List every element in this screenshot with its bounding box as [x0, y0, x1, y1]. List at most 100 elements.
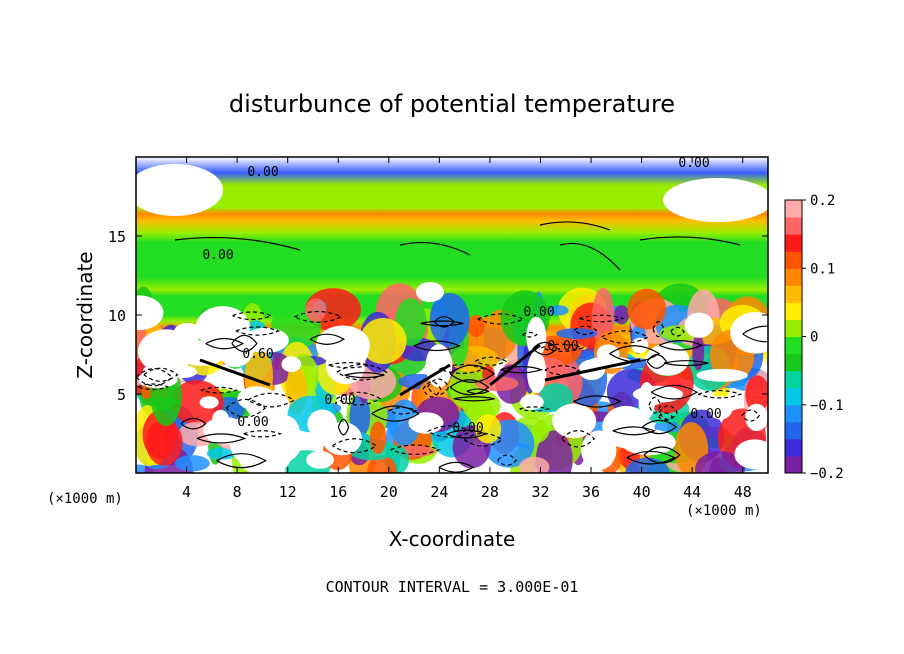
colorbar-segment	[785, 302, 802, 320]
field-neutral-patch	[552, 403, 597, 439]
contour-label: 0.00	[452, 421, 483, 436]
contour-line	[137, 383, 170, 391]
field-blob	[305, 298, 327, 322]
contour-line	[427, 425, 473, 438]
field-blob	[538, 383, 573, 412]
field-neutral-patch	[696, 368, 748, 382]
contour-line	[235, 326, 281, 336]
x-tick-label: 36	[582, 483, 600, 501]
contour-line	[390, 444, 441, 455]
contour-line	[532, 341, 558, 356]
contour-line	[477, 313, 525, 325]
x-tick-label: 32	[531, 483, 549, 501]
contour-label: 0.00	[247, 165, 278, 180]
contour-line	[466, 388, 490, 395]
field-neutral-patch	[325, 346, 366, 385]
field-neutral-patch	[203, 416, 246, 445]
field-blob	[175, 455, 210, 472]
contour-line	[427, 378, 450, 396]
contour-line	[641, 419, 678, 435]
contour-line	[422, 381, 442, 398]
contour-line	[196, 433, 247, 444]
colorbar-segment	[785, 438, 802, 457]
field-neutral-patch	[199, 396, 219, 409]
colorbar-segment	[785, 353, 802, 372]
x-tick-label: 20	[380, 483, 398, 501]
colorbar-segment	[785, 200, 802, 218]
contour-line	[332, 438, 378, 454]
field-blob	[518, 456, 550, 473]
contour-line	[294, 310, 343, 323]
contour-lines	[136, 221, 768, 473]
field-neutral-patch	[684, 312, 714, 338]
contour-line	[648, 396, 662, 414]
contour-line	[626, 450, 676, 465]
y-axis-label: Z-coordinate	[73, 251, 97, 378]
contour-line	[612, 426, 657, 436]
field-blob	[475, 376, 519, 392]
contour-line	[670, 326, 685, 337]
colorbar-segment	[785, 421, 802, 440]
colorbar-tick-label: 0.2	[810, 193, 835, 209]
field-blob	[627, 288, 667, 330]
field-neutral-patch	[173, 322, 202, 344]
field-blob	[474, 414, 502, 444]
field-neutral-patch	[745, 403, 768, 432]
field-neutral-patch	[416, 282, 444, 302]
contour-label: 0.60	[242, 347, 273, 362]
plot-area	[136, 157, 768, 473]
field-neutral-patch	[408, 412, 444, 434]
x-tick-label: 24	[430, 483, 448, 501]
contour-line	[247, 392, 296, 408]
contour-line	[658, 339, 704, 351]
contour-line	[601, 330, 650, 344]
field-blob	[359, 318, 407, 365]
contour-line	[578, 314, 625, 323]
colorbar-tick-label: 0	[810, 330, 818, 346]
x-unit-right: (×1000 m)	[686, 503, 762, 519]
contour-line	[216, 453, 267, 469]
field-neutral-patch	[281, 356, 302, 373]
colorbar-segment	[785, 319, 802, 337]
field-blob	[206, 447, 237, 460]
field-neutral-patch	[596, 344, 620, 364]
field-neutral-patch	[526, 316, 547, 358]
contour-line	[646, 354, 668, 369]
contour-label-layer: 0.00 0.00 0.00 0.00 0.00 0.00 0.00 0.00 0.00 0.60	[202, 156, 721, 436]
field-neutral-patch	[527, 351, 547, 394]
contour-line	[559, 242, 621, 271]
x-tick-label: 12	[279, 483, 297, 501]
contour-line	[225, 398, 266, 418]
x-tick-label: 28	[481, 483, 499, 501]
contour-line	[544, 365, 581, 376]
x-axis-label: X-coordinate	[389, 527, 516, 551]
field-blob	[745, 375, 768, 413]
y-tick-label: 15	[108, 228, 126, 246]
colorbar-segment	[785, 217, 802, 235]
contour-line	[489, 343, 541, 387]
field-neutral-patch	[708, 396, 733, 420]
x-tick-label: 44	[683, 483, 701, 501]
contour-line	[643, 446, 681, 464]
field-blob	[388, 399, 421, 447]
lower-turbulence-field	[136, 164, 768, 473]
contour-line	[388, 406, 418, 415]
contour-line	[439, 364, 486, 375]
contour-line	[337, 418, 350, 436]
contour-line	[231, 334, 258, 353]
field-neutral-patch	[306, 450, 334, 469]
field-blob	[369, 421, 387, 455]
colorbar-segment	[785, 234, 802, 252]
field-neutral-patch	[663, 178, 768, 222]
contour-line	[658, 412, 674, 421]
field-neutral-patch	[631, 337, 649, 354]
contour-label: 0.00	[202, 248, 233, 263]
contour-line	[344, 371, 385, 379]
x-axis: 4 8 12 16 20 24 28 32 36 40 44 48	[182, 157, 752, 501]
contour-line	[544, 358, 641, 382]
field-neutral-patch	[581, 430, 617, 471]
contour-line	[200, 386, 239, 394]
contour-line	[663, 360, 709, 367]
colorbar-segment	[785, 268, 802, 286]
